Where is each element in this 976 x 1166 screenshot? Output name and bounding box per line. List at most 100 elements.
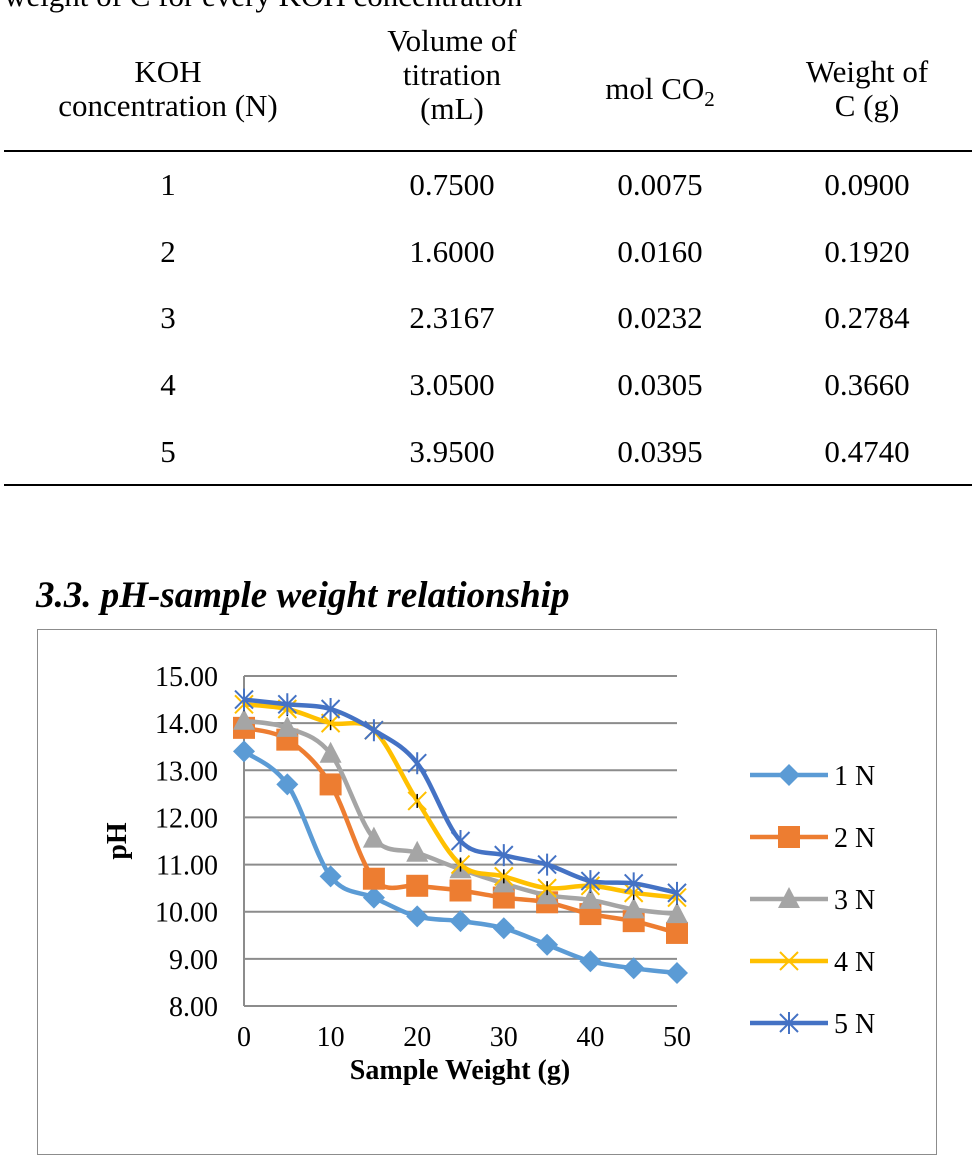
data-point <box>362 867 385 890</box>
data-point <box>623 872 644 895</box>
data-point <box>364 719 384 742</box>
table-cell: 0.1920 <box>824 234 910 269</box>
table-cell: 0.4740 <box>824 434 910 469</box>
data-point <box>537 878 557 898</box>
data-point <box>320 698 341 720</box>
table-cell: 1 <box>160 167 176 202</box>
data-point <box>277 693 298 716</box>
table-cell: 3.0500 <box>409 367 495 402</box>
data-point <box>492 917 515 940</box>
data-point <box>450 854 471 875</box>
data-point <box>406 874 429 897</box>
legend-marker <box>779 951 799 971</box>
header-mol-co2: mol CO2 <box>605 72 715 116</box>
x-tick-label: 40 <box>576 1022 604 1053</box>
table-bottom-rule <box>4 484 972 486</box>
ph-chart: 8.00 9.00 10.00 11.00 12.00 13.00 14.00 15.00 0 1… <box>37 629 937 1155</box>
data-point <box>580 870 601 893</box>
table-cell: 0.2784 <box>824 300 910 335</box>
table-cell: 0.7500 <box>409 167 495 202</box>
table-cell: 0.0232 <box>617 300 703 335</box>
header-line: titration <box>402 57 502 92</box>
data-point <box>407 752 427 775</box>
y-tick-label: 12.00 <box>155 803 218 834</box>
x-tick-label: 50 <box>663 1022 691 1053</box>
data-point <box>622 897 645 919</box>
data-point <box>622 957 645 980</box>
legend-label: 1 N <box>834 761 875 792</box>
data-point <box>449 879 472 902</box>
legend-marker <box>779 1012 799 1034</box>
data-point <box>579 950 602 973</box>
data-point <box>579 887 602 909</box>
header-line: KOH <box>134 54 202 89</box>
table-cell: 4 <box>160 367 176 402</box>
y-tick-label: 9.00 <box>169 945 218 976</box>
x-tick-label: 10 <box>317 1022 345 1053</box>
x-tick-label: 30 <box>490 1022 518 1053</box>
data-point <box>362 826 385 848</box>
header-line: C (g) <box>834 88 900 123</box>
header-weight-c: Weight of C (g) <box>806 55 928 123</box>
table-cell: 0.0900 <box>824 167 910 202</box>
section-heading: 3.3. pH-sample weight relationship <box>36 575 570 616</box>
y-axis-title: pH <box>102 822 133 860</box>
data-point <box>320 713 341 733</box>
header-koh: KOH concentration (N) <box>58 55 277 123</box>
data-point <box>449 910 472 933</box>
data-point <box>666 902 688 924</box>
data-point <box>666 962 688 984</box>
table-cell: 2.3167 <box>409 300 495 335</box>
table-cell: 2 <box>160 234 176 269</box>
x-axis-title: Sample Weight (g) <box>350 1055 570 1086</box>
data-point <box>319 741 342 763</box>
y-tick-label: 8.00 <box>169 992 218 1023</box>
table-header-rule <box>4 150 972 152</box>
data-point <box>667 881 687 904</box>
data-point <box>319 865 342 888</box>
header-volume: Volume of titration (mL) <box>387 24 516 126</box>
data-point <box>450 830 471 852</box>
header-line: (mL) <box>420 91 484 126</box>
header-line: concentration (N) <box>58 88 278 123</box>
data-point <box>319 773 342 796</box>
data-point <box>537 853 557 876</box>
legend-marker <box>778 764 800 786</box>
table-cell: 0.0075 <box>617 167 703 202</box>
y-tick-label: 14.00 <box>155 709 218 740</box>
data-point <box>276 715 299 737</box>
legend-label: 3 N <box>834 885 875 916</box>
table-cell: 1.6000 <box>409 234 495 269</box>
header-line: Volume of <box>387 23 517 58</box>
table-cell: 0.0305 <box>617 367 703 402</box>
legend-marker <box>778 826 800 848</box>
table-cell: 5 <box>160 434 176 469</box>
data-point <box>233 708 255 730</box>
header-line: Weight of <box>805 54 929 89</box>
table-cell: 3.9500 <box>409 434 495 469</box>
y-tick-label: 13.00 <box>155 756 218 787</box>
legend-marker <box>778 887 800 908</box>
data-point <box>362 886 385 909</box>
x-tick-label: 0 <box>237 1022 251 1053</box>
table-cell: 0.0395 <box>617 434 703 469</box>
data-point <box>536 933 559 956</box>
legend-label: 2 N <box>834 823 875 854</box>
legend-label: 5 N <box>834 1009 875 1040</box>
x-tick-label: 20 <box>403 1022 431 1053</box>
subscript: 2 <box>704 87 715 112</box>
chart-svg: 8.00 9.00 10.00 11.00 12.00 13.00 14.00 15.00 0 1… <box>102 662 875 1086</box>
data-point <box>494 844 514 867</box>
y-tick-label: 11.00 <box>156 851 218 882</box>
data-point <box>233 740 255 763</box>
data-point <box>276 773 299 796</box>
table-cell: 0.3660 <box>824 367 910 402</box>
data-point <box>407 791 427 811</box>
table-cell: 0.0160 <box>617 234 703 269</box>
data-point <box>494 866 514 887</box>
header-text: mol CO <box>605 71 705 106</box>
table-caption: weight of C for every KOH concentration <box>4 0 522 14</box>
data-point <box>406 905 429 928</box>
table-cell: 3 <box>160 300 176 335</box>
y-tick-label: 15.00 <box>155 662 218 693</box>
